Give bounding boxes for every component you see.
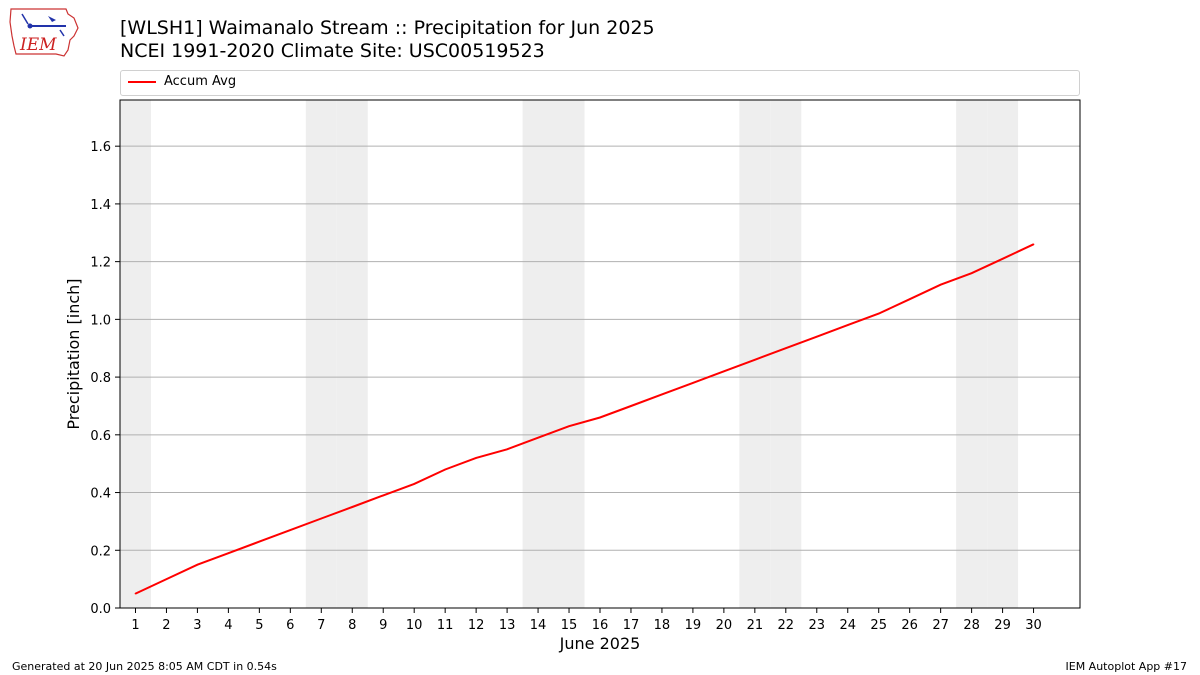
- data-point: [506, 448, 508, 451]
- weekend-band: [956, 100, 988, 608]
- y-tick-label: 0.2: [90, 544, 111, 559]
- x-tick-label: 7: [317, 618, 325, 633]
- weekend-band: [336, 100, 368, 608]
- weekend-band: [120, 100, 151, 608]
- series-line-accum-avg: [135, 243, 1034, 595]
- weekend-band: [553, 100, 585, 608]
- x-tick-label: 10: [406, 618, 423, 633]
- x-tick-label: 12: [468, 618, 485, 633]
- chart-title: [WLSH1] Waimanalo Stream :: Precipitatio…: [120, 17, 655, 39]
- legend: Accum Avg: [120, 70, 1080, 96]
- data-point: [908, 298, 911, 300]
- x-tick-label: 16: [592, 618, 609, 633]
- data-point: [599, 416, 601, 419]
- y-tick-label: 0.8: [90, 371, 111, 386]
- x-tick-label: 6: [286, 618, 294, 633]
- weekend-band: [770, 100, 802, 608]
- x-tick-label: 26: [901, 618, 918, 633]
- x-tick-label: 25: [870, 618, 887, 633]
- y-tick-label: 0.4: [90, 487, 111, 502]
- x-axis-label: June 2025: [559, 634, 641, 653]
- y-tick-label: 1.0: [90, 313, 111, 328]
- data-point: [877, 312, 880, 315]
- app-credit: IEM Autoplot App #17: [1065, 660, 1188, 673]
- x-tick-label: 11: [437, 618, 454, 633]
- legend-label-accum-avg: Accum Avg: [164, 74, 237, 89]
- data-point: [537, 436, 539, 439]
- data-point: [1032, 243, 1035, 246]
- data-point: [661, 393, 663, 396]
- data-point: [630, 405, 632, 407]
- x-tick-label: 18: [654, 618, 671, 633]
- x-tick-label: 27: [932, 618, 949, 633]
- y-axis-label: Precipitation [inch]: [64, 278, 83, 429]
- data-point: [258, 540, 261, 543]
- x-tick-label: 4: [224, 618, 232, 633]
- data-point: [939, 283, 942, 286]
- data-point: [351, 506, 354, 508]
- x-tick-label: 3: [193, 618, 201, 633]
- weekend-band: [522, 100, 554, 608]
- data-point: [568, 425, 570, 427]
- data-point: [444, 468, 446, 471]
- x-tick-label: 19: [685, 618, 702, 633]
- data-point: [692, 382, 694, 384]
- x-tick-label: 24: [839, 618, 856, 633]
- x-tick-label: 22: [778, 618, 795, 633]
- data-point: [413, 483, 415, 485]
- data-point: [165, 578, 168, 580]
- data-point: [785, 347, 787, 350]
- x-tick-label: 30: [1025, 618, 1042, 633]
- x-tick-label: 17: [623, 618, 640, 633]
- x-tick-label: 1: [131, 618, 139, 633]
- data-point: [970, 272, 973, 274]
- data-point: [846, 324, 849, 326]
- data-point: [382, 494, 385, 497]
- x-tick-label: 13: [499, 618, 516, 633]
- x-tick-label: 21: [747, 618, 764, 633]
- x-tick-label: 5: [255, 618, 263, 633]
- x-tick-label: 2: [162, 618, 170, 633]
- logo-text: IEM: [19, 35, 57, 55]
- generated-timestamp: Generated at 20 Jun 2025 8:05 AM CDT in …: [12, 660, 277, 673]
- y-tick-label: 0.0: [90, 602, 111, 617]
- data-point: [1001, 257, 1004, 260]
- legend-swatch-accum-avg: [128, 81, 156, 83]
- x-tick-label: 14: [530, 618, 547, 633]
- data-point: [754, 358, 756, 361]
- data-point: [475, 457, 477, 459]
- chart-subtitle: NCEI 1991-2020 Climate Site: USC00519523: [120, 40, 545, 62]
- iem-logo: IEM: [8, 6, 80, 58]
- y-tick-label: 1.2: [90, 256, 111, 271]
- x-tick-label: 15: [561, 618, 578, 633]
- y-tick-label: 1.6: [90, 140, 111, 155]
- weekend-band: [739, 100, 771, 608]
- data-point: [196, 563, 199, 566]
- weekend-band: [987, 100, 1019, 608]
- data-point: [227, 552, 230, 554]
- x-tick-label: 23: [809, 618, 826, 633]
- x-tick-label: 9: [379, 618, 387, 633]
- data-point: [815, 335, 818, 338]
- data-point: [134, 592, 137, 595]
- data-point: [320, 517, 323, 520]
- x-tick-label: 20: [716, 618, 733, 633]
- y-tick-label: 1.4: [90, 198, 111, 213]
- data-point: [723, 370, 725, 373]
- weekend-band: [305, 100, 337, 608]
- y-tick-label: 0.6: [90, 429, 111, 444]
- data-point: [289, 529, 292, 531]
- plot-frame: [119, 99, 1081, 609]
- x-tick-label: 29: [994, 618, 1011, 633]
- x-tick-label: 28: [963, 618, 980, 633]
- x-tick-label: 8: [348, 618, 356, 633]
